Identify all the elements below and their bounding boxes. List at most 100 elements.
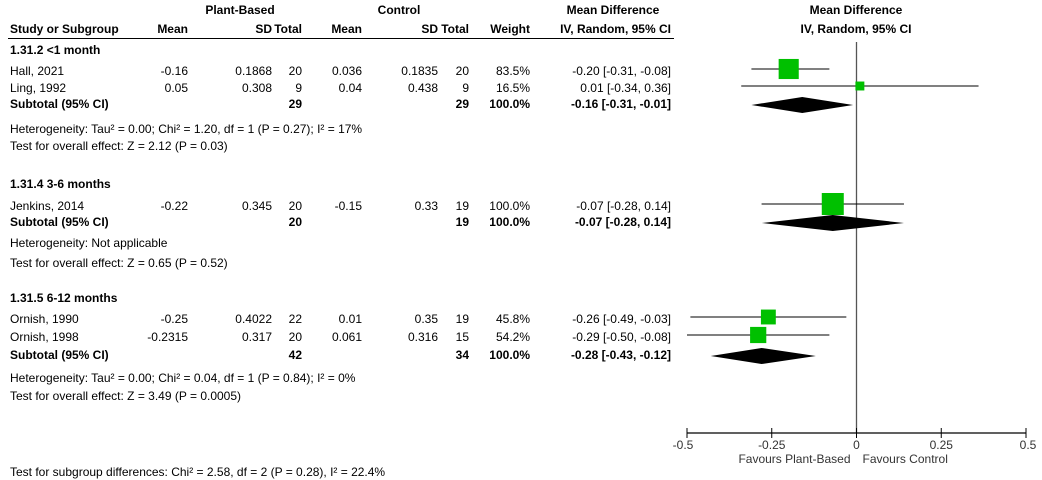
study-c-sd: 0.1835	[401, 64, 438, 78]
study-ci: -0.29 [-0.50, -0.08]	[572, 330, 671, 344]
study-c-sd: 0.438	[407, 81, 438, 95]
heterogeneity-text: Heterogeneity: Tau² = 0.00; Chi² = 1.20,…	[10, 122, 363, 136]
study-c-total: 19	[455, 312, 469, 326]
column-header: SD	[255, 22, 272, 36]
subtotal-pb-total: 42	[288, 348, 302, 362]
study-weight: 16.5%	[495, 81, 530, 95]
study-c-sd: 0.35	[414, 312, 438, 326]
study-c-mean: 0.01	[338, 312, 362, 326]
study-c-total: 15	[455, 330, 469, 344]
study-pb-sd: 0.308	[241, 81, 272, 95]
x-tick-label: 0.25	[930, 438, 954, 452]
subtotal-diamond	[761, 215, 904, 231]
study-c-total: 20	[455, 64, 469, 78]
study-c-total: 9	[462, 81, 469, 95]
subtotal-c-total: 34	[455, 348, 469, 362]
column-header: Mean	[331, 22, 362, 36]
subtotal-c-total: 29	[455, 97, 469, 111]
group1-header: Plant-Based	[205, 3, 275, 17]
subtotal-label: Subtotal (95% CI)	[10, 215, 109, 229]
study-pb-total: 9	[295, 81, 302, 95]
subgroup-title: 1.31.2 <1 month	[10, 43, 101, 57]
subtotal-diamond	[710, 348, 816, 364]
study-c-mean: 0.061	[331, 330, 362, 344]
study-marker	[855, 81, 865, 91]
subtotal-pb-total: 29	[288, 97, 302, 111]
subtotal-weight: 100.0%	[489, 348, 530, 362]
heterogeneity-text: Heterogeneity: Not applicable	[10, 236, 168, 250]
plot-header: Mean Difference	[809, 3, 903, 17]
column-header: Weight	[490, 22, 530, 36]
study-name: Ornish, 1998	[10, 330, 79, 344]
subtotal-label: Subtotal (95% CI)	[10, 97, 109, 111]
study-name: Ling, 1992	[10, 81, 67, 95]
study-ci: -0.20 [-0.31, -0.08]	[572, 64, 671, 78]
x-tick-label: 0.5	[1020, 438, 1037, 452]
subgroup-title: 1.31.4 3-6 months	[10, 177, 111, 191]
study-ci: -0.07 [-0.28, 0.14]	[576, 199, 671, 213]
subtotal-c-total: 19	[455, 215, 469, 229]
column-header: Total	[441, 22, 469, 36]
study-pb-total: 22	[288, 312, 302, 326]
study-ci: -0.26 [-0.49, -0.03]	[572, 312, 671, 326]
study-pb-mean: 0.05	[164, 81, 188, 95]
overall-effect-text: Test for overall effect: Z = 2.12 (P = 0…	[10, 139, 228, 153]
study-weight: 45.8%	[495, 312, 530, 326]
header-divider	[8, 38, 674, 39]
study-pb-total: 20	[288, 199, 302, 213]
study-pb-mean: -0.22	[160, 199, 188, 213]
study-c-sd: 0.33	[414, 199, 438, 213]
column-header: Total	[274, 22, 302, 36]
study-marker	[821, 193, 844, 215]
x-tick-label: 0	[853, 438, 860, 452]
subtotal-weight: 100.0%	[489, 215, 530, 229]
study-marker	[760, 309, 776, 325]
plot-method-header: IV, Random, 95% CI	[800, 22, 912, 36]
study-pb-sd: 0.317	[241, 330, 272, 344]
x-tick-label: -0.25	[758, 438, 786, 452]
subtotal-ci: -0.16 [-0.31, -0.01]	[570, 97, 671, 111]
study-marker	[778, 58, 799, 80]
subtotal-ci: -0.07 [-0.28, 0.14]	[574, 215, 671, 229]
subtotal-diamond	[751, 97, 854, 113]
study-name: Ornish, 1990	[10, 312, 79, 326]
study-c-mean: 0.036	[331, 64, 362, 78]
favours-left-label: Favours Plant-Based	[738, 452, 850, 466]
x-tick-label: -0.5	[673, 438, 694, 452]
column-header: SD	[421, 22, 438, 36]
study-name: Hall, 2021	[10, 64, 65, 78]
study-c-sd: 0.316	[407, 330, 438, 344]
effect-header: Mean Difference	[566, 3, 660, 17]
study-c-mean: 0.04	[338, 81, 362, 95]
overall-effect-text: Test for overall effect: Z = 3.49 (P = 0…	[10, 389, 242, 403]
study-pb-total: 20	[288, 64, 302, 78]
study-pb-mean: -0.16	[160, 64, 188, 78]
study-weight: 54.2%	[495, 330, 530, 344]
column-header: IV, Random, 95% CI	[560, 22, 671, 36]
subtotal-label: Subtotal (95% CI)	[10, 348, 109, 362]
study-pb-total: 20	[288, 330, 302, 344]
subgroup-title: 1.31.5 6-12 months	[10, 291, 118, 305]
study-marker	[750, 326, 767, 344]
favours-right-label: Favours Control	[863, 452, 948, 466]
study-ci: 0.01 [-0.34, 0.36]	[580, 81, 671, 95]
study-pb-sd: 0.4022	[235, 312, 272, 326]
subgroup-differences-text: Test for subgroup differences: Chi² = 2.…	[10, 465, 386, 479]
heterogeneity-text: Heterogeneity: Tau² = 0.00; Chi² = 0.04,…	[10, 371, 356, 385]
group2-header: Control	[377, 3, 421, 17]
subtotal-weight: 100.0%	[489, 97, 530, 111]
column-header: Mean	[157, 22, 188, 36]
study-name: Jenkins, 2014	[10, 199, 85, 213]
study-pb-mean: -0.25	[160, 312, 188, 326]
study-weight: 100.0%	[489, 199, 530, 213]
study-pb-sd: 0.1868	[235, 64, 272, 78]
subtotal-pb-total: 20	[288, 215, 302, 229]
column-header: Study or Subgroup	[10, 22, 119, 36]
study-pb-sd: 0.345	[241, 199, 272, 213]
study-c-mean: -0.15	[334, 199, 362, 213]
study-c-total: 19	[455, 199, 469, 213]
study-pb-mean: -0.2315	[147, 330, 188, 344]
subtotal-ci: -0.28 [-0.43, -0.12]	[570, 348, 671, 362]
